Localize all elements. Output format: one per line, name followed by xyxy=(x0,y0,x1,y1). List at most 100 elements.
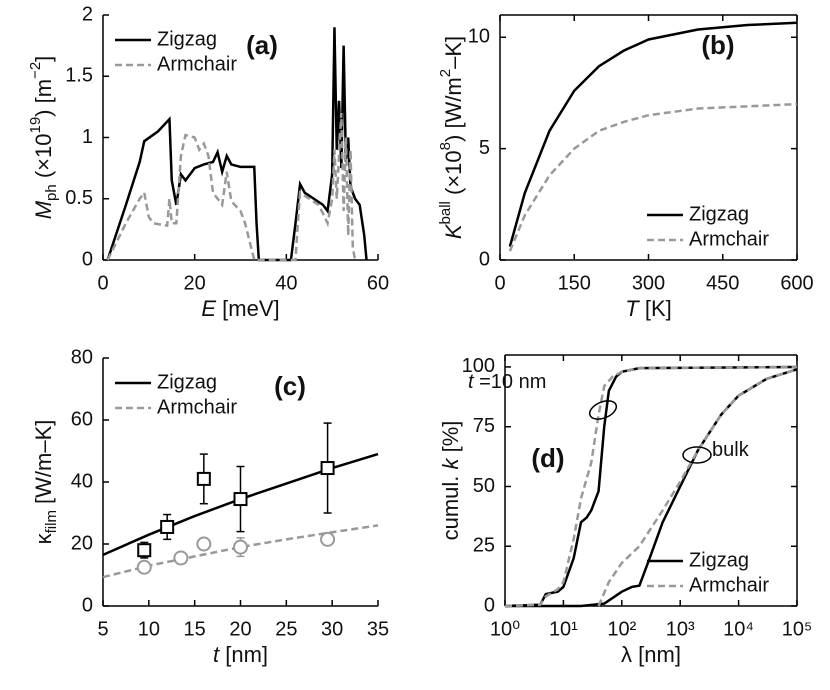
x-axis-label-part: E xyxy=(201,296,216,321)
y-axis-label-part: ) [W/m xyxy=(441,77,466,142)
x-tick-label: 10³ xyxy=(666,618,695,640)
marker xyxy=(233,492,248,507)
y-tick-label: 1 xyxy=(82,126,93,148)
legend-label: Armchair xyxy=(689,228,769,250)
legend-label: Zigzag xyxy=(157,28,217,50)
y-axis-label-part: 19 xyxy=(27,117,44,134)
y-tick-label: 75 xyxy=(473,415,495,437)
x-tick-label: 0 xyxy=(494,272,505,294)
y-axis-label-part: ) [m xyxy=(31,79,56,117)
panel-label: (d) xyxy=(531,443,564,473)
x-tick-label: 20 xyxy=(184,272,206,294)
legend-label: Armchair xyxy=(157,396,237,418)
annotation-ellipse xyxy=(588,400,618,420)
x-tick-label: 10 xyxy=(138,618,160,640)
x-axis-label: E [meV] xyxy=(201,296,279,321)
x-tick-label: 60 xyxy=(367,272,389,294)
y-axis-label-part: ball xyxy=(437,201,454,224)
marker xyxy=(136,559,152,575)
y-tick-label: 40 xyxy=(71,470,93,492)
annotation-part: bulk xyxy=(712,439,750,461)
x-axis-label-part: t xyxy=(213,642,220,667)
y-axis-label: κfilm [W/m–K] xyxy=(31,420,60,545)
annotation-part: =10 nm xyxy=(474,371,547,393)
x-tick-label: 10¹ xyxy=(549,618,578,640)
x-axis-label-part: [meV] xyxy=(216,296,280,321)
y-tick-label: 0 xyxy=(82,594,93,616)
panel-label: (a) xyxy=(246,30,278,60)
y-axis-label-part: [%] xyxy=(438,421,463,459)
marker xyxy=(196,471,211,486)
x-axis-label-part: [K] xyxy=(639,296,672,321)
series-line xyxy=(505,368,798,608)
x-tick-label: 150 xyxy=(558,272,591,294)
y-axis-label-part: 8 xyxy=(437,142,454,150)
marker xyxy=(320,461,335,476)
x-axis-label-part: [nm] xyxy=(219,642,268,667)
y-tick-label: 1.5 xyxy=(65,65,93,87)
y-tick-label: 5 xyxy=(479,137,490,159)
y-tick-label: 80 xyxy=(71,346,93,368)
y-tick-label: 0 xyxy=(82,248,93,270)
legend-label: Armchair xyxy=(157,53,237,75)
y-axis-label-part: k xyxy=(438,457,463,469)
y-tick-label: 20 xyxy=(71,532,93,554)
legend-label: Armchair xyxy=(689,574,769,596)
y-axis-label-part: 2 xyxy=(437,69,454,77)
series-line xyxy=(508,21,798,247)
y-axis-label-part: M xyxy=(31,200,56,219)
x-tick-label: 10⁵ xyxy=(782,618,813,640)
y-tick-label: 60 xyxy=(71,408,93,430)
y-axis-label-part: −2 xyxy=(27,62,44,79)
y-axis-label-part: ph xyxy=(43,184,60,201)
x-axis-label: T [K] xyxy=(625,296,671,321)
series-line xyxy=(508,102,798,252)
annotation-part: t xyxy=(468,371,475,393)
y-tick-label: 10 xyxy=(468,26,490,48)
panel-label: (c) xyxy=(274,371,306,401)
x-tick-label: 10² xyxy=(607,618,636,640)
series-line xyxy=(504,365,798,608)
y-axis-label-part: cumul. xyxy=(438,469,463,540)
x-tick-label: 40 xyxy=(275,272,297,294)
y-tick-label: 50 xyxy=(473,475,495,497)
x-tick-label: 450 xyxy=(706,272,739,294)
y-tick-label: 2 xyxy=(82,3,93,25)
legend-label: Zigzag xyxy=(689,549,749,571)
y-axis-label-part: [W/m–K] xyxy=(31,420,56,510)
x-tick-label: 35 xyxy=(367,618,389,640)
y-tick-label: 25 xyxy=(473,535,495,557)
y-axis-label-part: ] xyxy=(31,56,56,62)
y-axis-label-part: (×10 xyxy=(31,134,56,185)
annotation-ellipse xyxy=(682,446,712,464)
x-axis-label: λ [nm] xyxy=(621,642,681,667)
x-tick-label: 10⁴ xyxy=(723,618,754,640)
x-axis-label-part: T xyxy=(625,296,640,321)
marker xyxy=(196,536,212,552)
y-axis-label: Mph (×1019) [m−2] xyxy=(27,56,60,220)
x-tick-label: 600 xyxy=(780,272,813,294)
y-axis-label-part: film xyxy=(43,510,60,533)
x-tick-label: 5 xyxy=(97,618,108,640)
y-tick-label: 0 xyxy=(479,248,490,270)
y-tick-label: 100 xyxy=(462,355,495,377)
x-tick-label: 300 xyxy=(632,272,665,294)
x-tick-label: 25 xyxy=(275,618,297,640)
y-axis-label: cumul. k [%] xyxy=(438,421,463,541)
marker xyxy=(137,543,152,558)
x-tick-label: 10⁰ xyxy=(490,618,520,640)
y-axis-label-part: κ xyxy=(31,532,56,544)
x-tick-label: 20 xyxy=(229,618,251,640)
series-line xyxy=(106,112,357,262)
legend-label: Zigzag xyxy=(689,203,749,225)
y-tick-label: 0 xyxy=(484,594,495,616)
x-tick-label: 15 xyxy=(184,618,206,640)
marker xyxy=(233,539,248,555)
marker xyxy=(173,550,189,566)
series-line xyxy=(504,365,798,608)
y-axis-label-part: –K] xyxy=(441,36,466,69)
y-tick-label: 0.5 xyxy=(65,187,93,209)
annotation: t =10 nm xyxy=(468,371,546,393)
marker xyxy=(160,519,175,534)
